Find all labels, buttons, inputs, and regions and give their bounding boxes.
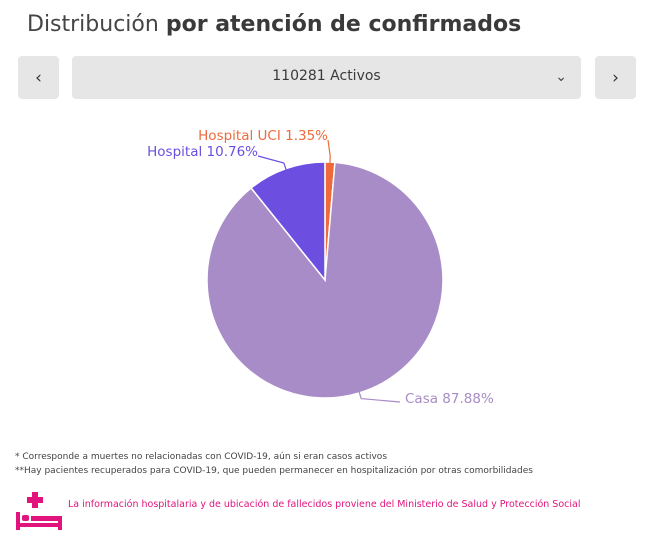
next-button[interactable]: › (595, 56, 636, 99)
pie-label-hospital-uci: Hospital UCI 1.35% (198, 128, 328, 144)
footnote-2: **Hay pacientes recuperados para COVID-1… (15, 466, 533, 476)
pie-label-connector (257, 155, 288, 173)
pie-label-hospital: Hospital 10.76% (147, 144, 258, 160)
status-select-value: 110281 Activos (272, 68, 381, 84)
info-text: La información hospitalaria y de ubicaci… (68, 499, 581, 510)
chart-title: Distribución por atención de confirmados (27, 12, 521, 37)
chevron-right-icon: › (612, 67, 619, 88)
title-normal: Distribución (27, 12, 159, 37)
chevron-down-icon: ⌄ (555, 69, 567, 85)
pie-label-casa: Casa 87.88% (405, 391, 494, 407)
title-bold: por atención de confirmados (165, 12, 522, 37)
previous-button[interactable]: ‹ (18, 56, 59, 99)
pie-chart: Hospital UCI 1.35% Casa 87.88% Hospital 10… (147, 128, 494, 407)
footnote-1: * Corresponde a muertes no relacionadas … (15, 452, 388, 462)
pie-label-connector (327, 139, 331, 167)
pie-label-connector (357, 388, 401, 403)
status-select[interactable]: 110281 Activos ⌄ (72, 56, 581, 99)
hospital-bed-icon (16, 492, 62, 530)
chevron-left-icon: ‹ (35, 67, 42, 88)
